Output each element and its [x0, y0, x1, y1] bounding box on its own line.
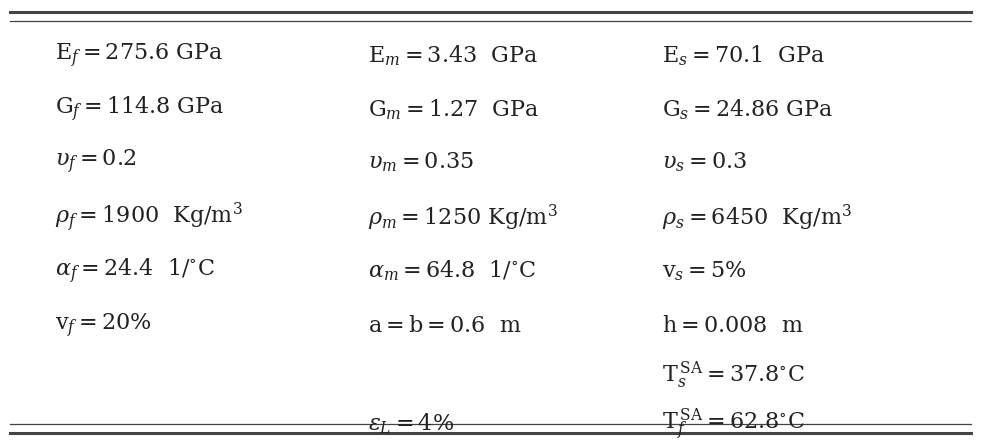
Text: $\rho_{f} = 1900\ \ \mathrm{Kg/m}^{3}$: $\rho_{f} = 1900\ \ \mathrm{Kg/m}^{3}$	[55, 201, 242, 235]
Text: $\upsilon_{s} = 0.3$: $\upsilon_{s} = 0.3$	[662, 151, 747, 174]
Text: $\mathrm{E}_{m} = 3.43\ \ \mathrm{GPa}$: $\mathrm{E}_{m} = 3.43\ \ \mathrm{GPa}$	[368, 44, 538, 68]
Text: $\alpha_{m} = 64.8\ \ \mathrm{1/{}^{\circ}C}$: $\alpha_{m} = 64.8\ \ \mathrm{1/{}^{\cir…	[368, 259, 537, 283]
Text: $\mathrm{T}_{f}^{\,\mathrm{SA}} = 62.8^{\circ}\mathrm{C}$: $\mathrm{T}_{f}^{\,\mathrm{SA}} = 62.8^{…	[662, 406, 804, 442]
Text: $\mathrm{h = 0.008\ \ m}$: $\mathrm{h = 0.008\ \ m}$	[662, 316, 803, 337]
Text: $\rho_{s} = 6450\ \ \mathrm{Kg/m}^{3}$: $\rho_{s} = 6450\ \ \mathrm{Kg/m}^{3}$	[662, 203, 852, 233]
Text: $\mathrm{E}_{f} = 275.6\ \mathrm{GPa}$: $\mathrm{E}_{f} = 275.6\ \mathrm{GPa}$	[55, 42, 223, 70]
Text: $\mathrm{T}_{s}^{\,\mathrm{SA}} = 37.8^{\circ}\mathrm{C}$: $\mathrm{T}_{s}^{\,\mathrm{SA}} = 37.8^{…	[662, 359, 804, 391]
Text: $\mathrm{G}_{s} = 24.86\ \mathrm{GPa}$: $\mathrm{G}_{s} = 24.86\ \mathrm{GPa}$	[662, 97, 833, 122]
Text: $\alpha_{f} = 24.4\ \ \mathrm{1/{}^{\circ}C}$: $\alpha_{f} = 24.4\ \ \mathrm{1/{}^{\cir…	[55, 257, 215, 286]
Text: $\rho_{m} = 1250\ \mathrm{Kg/m}^{3}$: $\rho_{m} = 1250\ \mathrm{Kg/m}^{3}$	[368, 203, 558, 233]
Text: $\upsilon_{m} = 0.35$: $\upsilon_{m} = 0.35$	[368, 151, 474, 174]
Text: $\mathrm{a = b = 0.6\ \ m}$: $\mathrm{a = b = 0.6\ \ m}$	[368, 316, 522, 337]
Text: $\upsilon_{f} = 0.2$: $\upsilon_{f} = 0.2$	[55, 148, 136, 177]
Text: $\mathrm{v}_{s} = 5\%$: $\mathrm{v}_{s} = 5\%$	[662, 259, 747, 283]
Text: $\mathrm{v}_{f} = 20\%$: $\mathrm{v}_{f} = 20\%$	[55, 312, 151, 341]
Text: $\mathrm{E}_{s} = 70.1\ \ \mathrm{GPa}$: $\mathrm{E}_{s} = 70.1\ \ \mathrm{GPa}$	[662, 44, 825, 68]
Text: $\mathrm{G}_{f} = 114.8\ \mathrm{GPa}$: $\mathrm{G}_{f} = 114.8\ \mathrm{GPa}$	[55, 95, 224, 124]
Text: $\mathrm{G}_{m} = 1.27\ \ \mathrm{GPa}$: $\mathrm{G}_{m} = 1.27\ \ \mathrm{GPa}$	[368, 97, 539, 122]
Text: $\varepsilon_{L} = 4\%$: $\varepsilon_{L} = 4\%$	[368, 412, 454, 436]
